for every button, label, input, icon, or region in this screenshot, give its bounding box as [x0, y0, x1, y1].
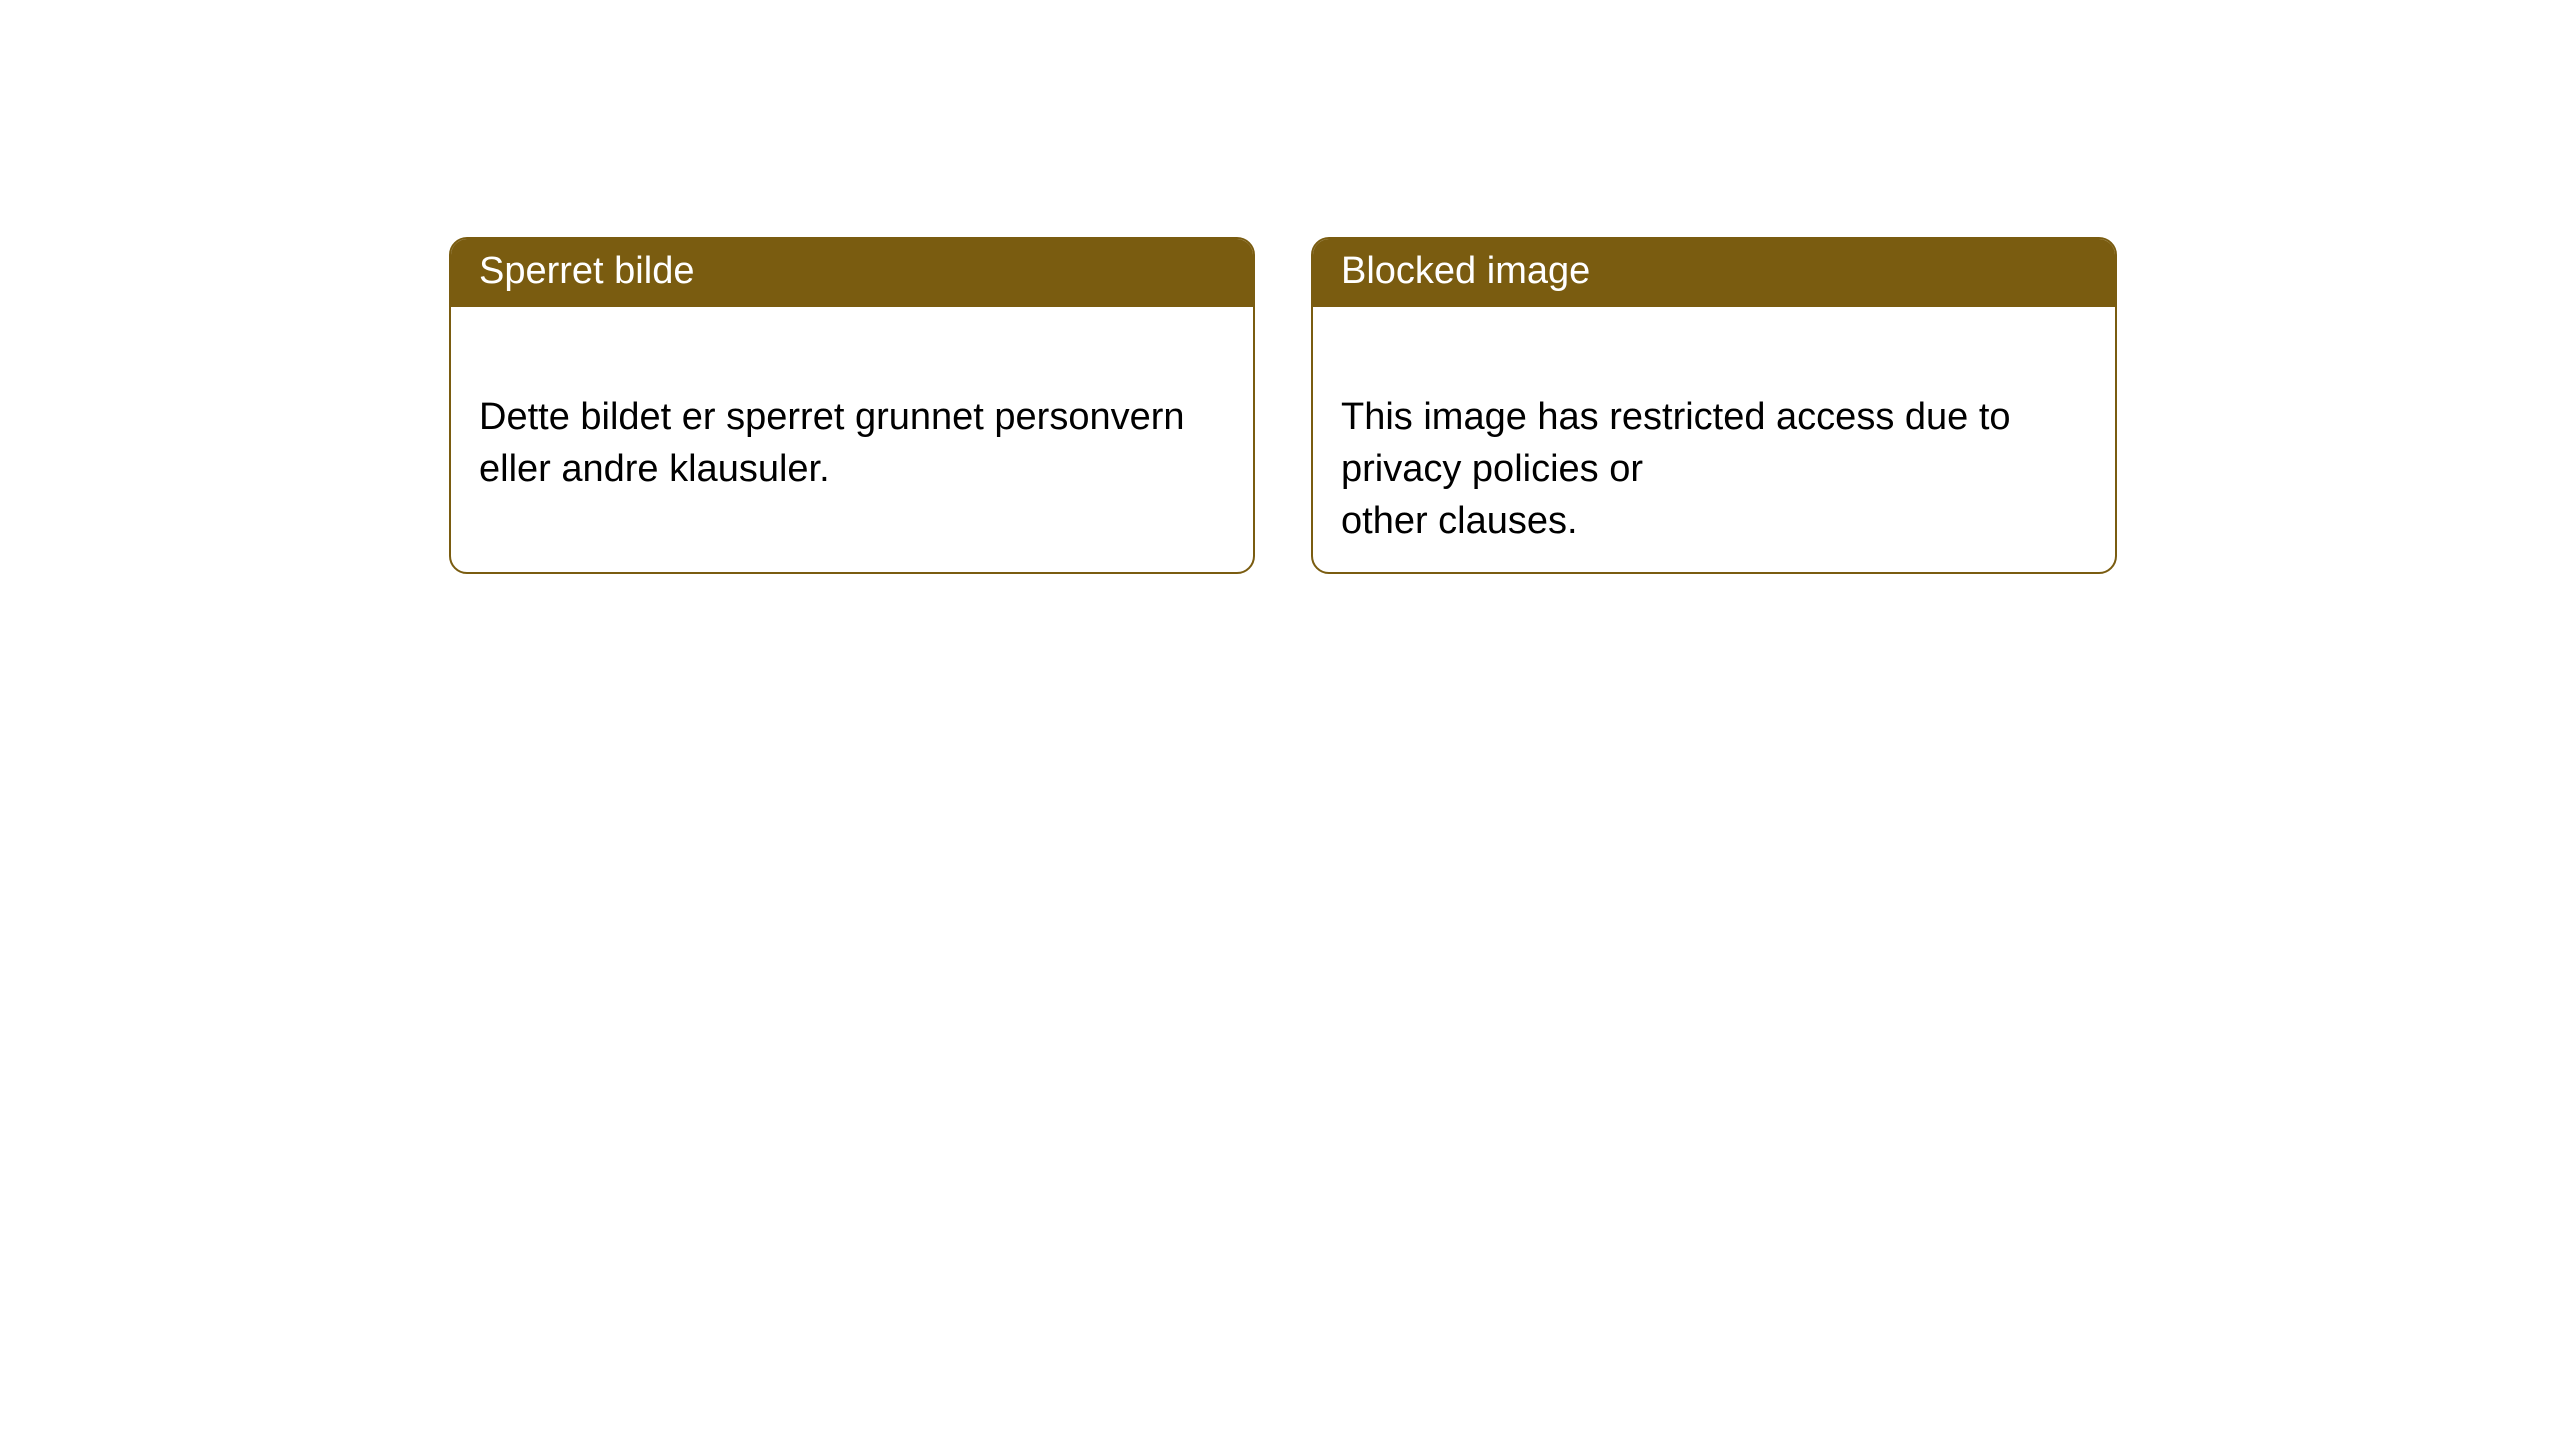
card-header: Blocked image: [1313, 239, 2115, 307]
card-body-text: Dette bildet er sperret grunnet personve…: [479, 396, 1185, 490]
blocked-image-card-no: Sperret bilde Dette bildet er sperret gr…: [449, 237, 1255, 574]
card-body-text: This image has restricted access due to …: [1341, 396, 2011, 541]
card-body: This image has restricted access due to …: [1313, 307, 2115, 574]
card-container: Sperret bilde Dette bildet er sperret gr…: [0, 0, 2560, 574]
card-title: Sperret bilde: [479, 250, 694, 292]
blocked-image-card-en: Blocked image This image has restricted …: [1311, 237, 2117, 574]
card-title: Blocked image: [1341, 250, 1590, 292]
card-header: Sperret bilde: [451, 239, 1253, 307]
card-body: Dette bildet er sperret grunnet personve…: [451, 307, 1253, 530]
